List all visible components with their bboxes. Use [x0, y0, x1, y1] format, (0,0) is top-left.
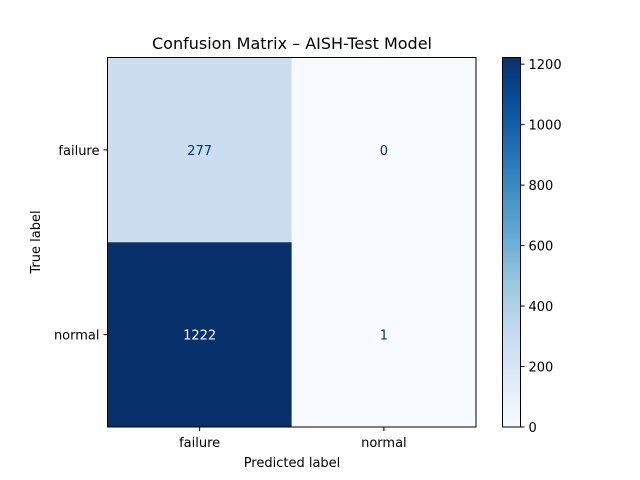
x-tick-label: failure — [179, 436, 220, 451]
x-axis-ticks: failure normal — [179, 427, 407, 451]
matrix-cell-labels: 277 0 1222 1 — [183, 144, 388, 344]
cell-value-label: 1222 — [183, 329, 216, 344]
colorbar-tick-label: 1200 — [529, 58, 562, 73]
matrix-cell — [107, 242, 292, 427]
matrix-cell — [107, 57, 292, 243]
y-axis-ticks: failure normal — [54, 144, 108, 344]
colorbar-tick-label: 0 — [529, 421, 537, 436]
y-tick-label: normal — [54, 329, 100, 344]
colorbar-tick-label: 600 — [529, 240, 554, 255]
colorbar-tick-label: 1000 — [529, 119, 562, 134]
colorbar — [502, 57, 521, 428]
y-tick-label: failure — [58, 144, 99, 159]
cell-value-label: 0 — [380, 144, 388, 159]
matrix-cell — [291, 242, 476, 427]
matrix-cells — [107, 57, 476, 427]
colorbar-ticks: 0 200 400 600 800 1000 1200 — [520, 58, 562, 436]
x-tick-label: normal — [361, 436, 407, 451]
x-axis-label: Predicted label — [244, 456, 341, 471]
matrix-cell — [291, 57, 476, 243]
colorbar-tick-label: 200 — [529, 361, 554, 376]
colorbar-tick-label: 400 — [529, 300, 554, 315]
y-axis-label: True label — [29, 210, 44, 274]
cell-value-label: 277 — [187, 144, 212, 159]
chart-title: Confusion Matrix – AISH-Test Model — [152, 34, 432, 53]
colorbar-tick-label: 800 — [529, 179, 554, 194]
cell-value-label: 1 — [380, 329, 388, 344]
matrix-frame — [107, 57, 477, 428]
